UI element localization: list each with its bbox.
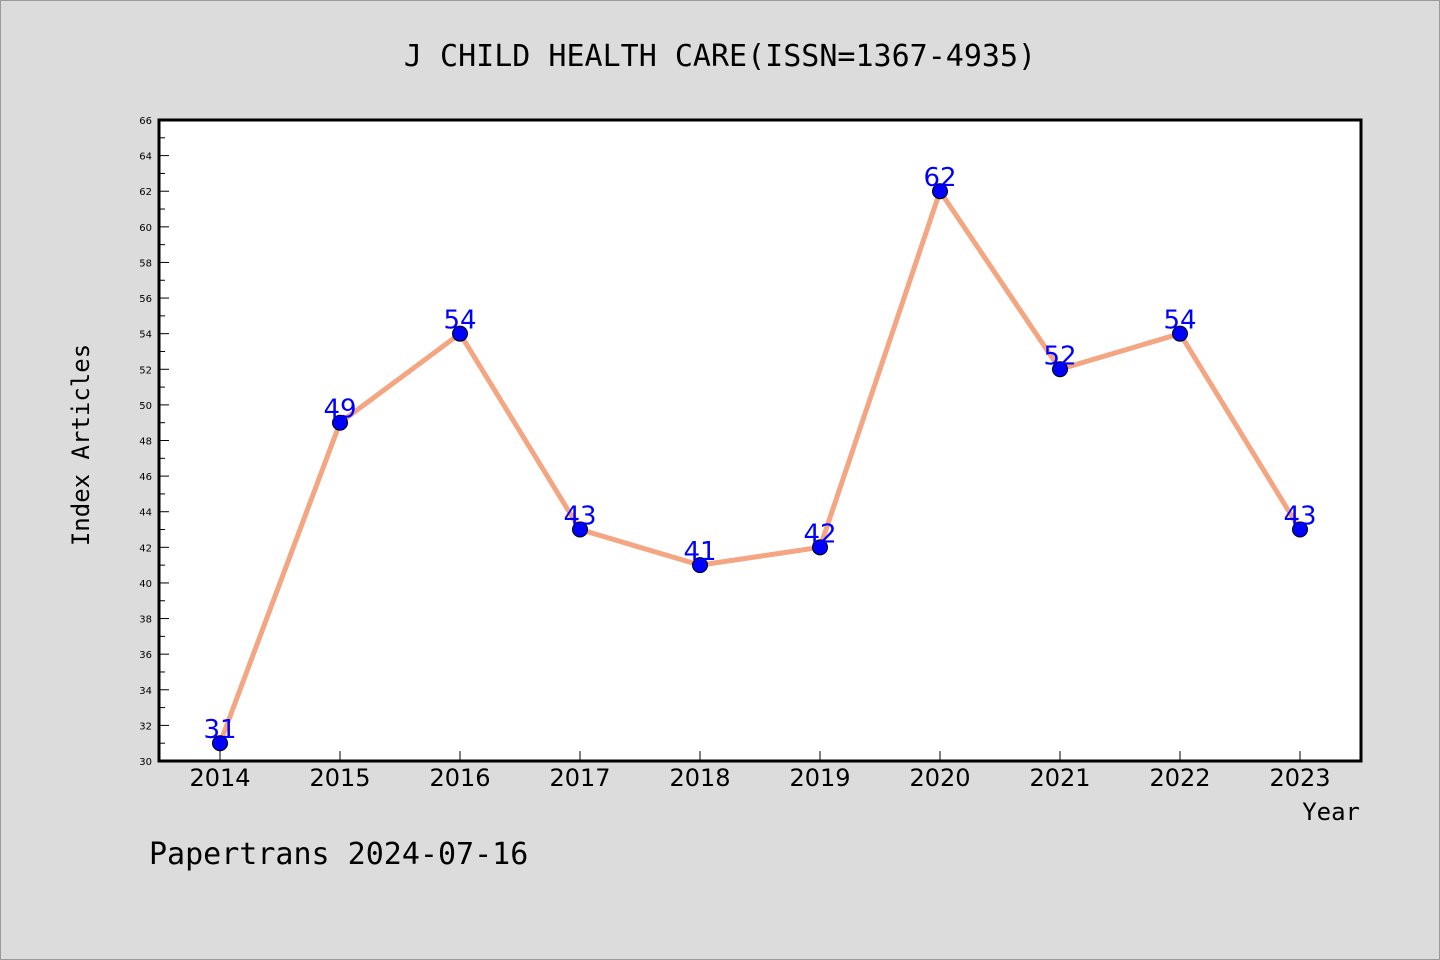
y-tick-label: 38	[139, 615, 152, 626]
data-label: 54	[1163, 306, 1196, 336]
x-tick-label: 2016	[429, 764, 490, 792]
data-point	[1052, 361, 1068, 378]
x-axis: 2014 2015 2016 2017 2018 2019 2020 2021 2022 2023	[189, 751, 1331, 792]
x-tick-label: 2018	[669, 764, 730, 792]
data-point	[692, 557, 708, 574]
y-axis-title: Index Articles	[67, 344, 95, 546]
y-tick-label: 54	[139, 330, 152, 341]
y-tick-label: 64	[139, 152, 152, 163]
x-tick-label: 2014	[189, 764, 250, 792]
data-label: 49	[323, 395, 356, 425]
y-tick-label: 30	[139, 757, 152, 768]
data-label: 42	[803, 519, 836, 549]
x-tick-label: 2023	[1269, 764, 1330, 792]
x-tick-label: 2020	[909, 764, 970, 792]
data-point	[812, 539, 828, 556]
data-labels: 31 49 54 43 41 42 62 52 54 43	[203, 163, 1316, 745]
x-axis-title: Year	[1302, 798, 1360, 826]
x-tick-label: 2022	[1149, 764, 1210, 792]
data-point	[212, 735, 228, 752]
y-axis: 30 32 34 36 38 40 42 44 46 48 50 52 54 56 58 60 62 64 66	[139, 116, 169, 768]
y-tick-label: 48	[139, 437, 152, 448]
data-label: 62	[923, 163, 956, 193]
chart-title: J CHILD HEALTH CARE(ISSN=1367-4935)	[404, 39, 1036, 74]
y-tick-label: 42	[139, 543, 152, 554]
y-tick-label: 50	[139, 401, 152, 412]
y-tick-label: 32	[139, 721, 152, 732]
data-point	[332, 414, 348, 431]
data-point	[1172, 325, 1188, 342]
y-tick-label: 60	[139, 223, 152, 234]
y-tick-label: 44	[139, 508, 152, 519]
y-tick-label: 46	[139, 472, 152, 483]
footer-watermark: Papertrans 2024-07-16	[149, 837, 528, 872]
y-tick-label: 40	[139, 579, 152, 590]
y-tick-label: 62	[139, 187, 152, 198]
data-label: 43	[1283, 502, 1316, 532]
data-label: 31	[203, 715, 236, 745]
data-label: 43	[563, 502, 596, 532]
x-tick-label: 2021	[1029, 764, 1090, 792]
x-tick-label: 2017	[549, 764, 610, 792]
x-tick-label: 2015	[309, 764, 370, 792]
plot-area	[157, 118, 1363, 763]
y-tick-label: 58	[139, 258, 152, 269]
data-point	[932, 183, 948, 200]
y-tick-label: 66	[139, 116, 152, 127]
y-tick-label: 52	[139, 365, 152, 376]
data-point	[452, 325, 468, 342]
data-point	[1292, 521, 1308, 538]
data-label: 41	[683, 537, 716, 567]
series-line-group	[217, 188, 1303, 746]
series-line	[217, 188, 1303, 746]
data-label: 54	[443, 306, 476, 336]
y-tick-label: 36	[139, 650, 152, 661]
x-tick-label: 2019	[789, 764, 850, 792]
data-point	[572, 521, 588, 538]
data-label: 52	[1043, 341, 1076, 371]
series-markers	[212, 183, 1308, 752]
y-tick-label: 34	[139, 686, 152, 697]
y-tick-label: 56	[139, 294, 152, 305]
